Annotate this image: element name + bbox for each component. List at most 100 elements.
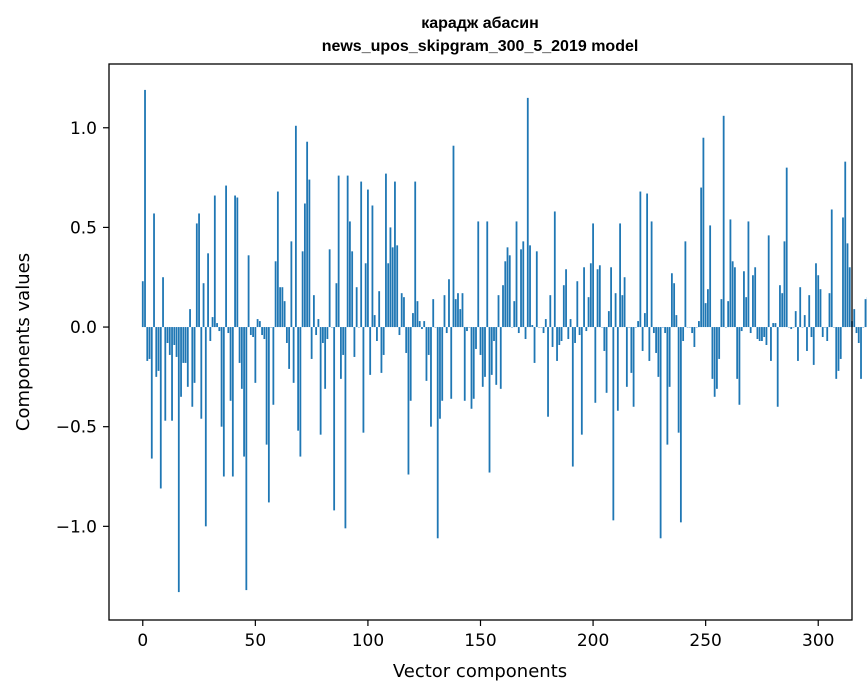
bar-74 xyxy=(308,179,311,328)
bar-214 xyxy=(623,277,626,328)
bar-274 xyxy=(758,327,761,341)
bar-267 xyxy=(743,271,745,328)
bar-276 xyxy=(763,327,766,338)
bar-5 xyxy=(153,213,155,328)
bar-211 xyxy=(616,327,619,411)
bar-205 xyxy=(603,327,606,351)
bar-188 xyxy=(565,269,567,328)
bar-49 xyxy=(252,327,254,338)
bar-213 xyxy=(621,295,624,328)
bar-8 xyxy=(159,327,162,489)
bar-63 xyxy=(283,301,286,328)
bar-166 xyxy=(515,221,518,328)
bar-120 xyxy=(412,313,414,328)
bar-232 xyxy=(664,327,667,334)
bar-233 xyxy=(666,327,669,445)
bar-67 xyxy=(292,327,295,383)
bar-102 xyxy=(371,205,374,328)
bar-180 xyxy=(547,327,549,417)
bar-117 xyxy=(405,327,408,353)
bar-61 xyxy=(279,287,282,328)
bar-254 xyxy=(713,327,716,397)
bar-38 xyxy=(227,327,230,334)
bar-203 xyxy=(598,265,601,328)
bar-194 xyxy=(578,327,581,336)
bar-160 xyxy=(502,285,504,328)
bar-159 xyxy=(499,327,502,389)
bar-12 xyxy=(168,327,171,355)
bar-302 xyxy=(821,327,824,338)
x-tick-label: 100 xyxy=(352,631,384,651)
bar-111 xyxy=(391,247,394,328)
bar-48 xyxy=(249,327,252,336)
bar-308 xyxy=(835,327,838,379)
bar-65 xyxy=(288,327,291,369)
bar-170 xyxy=(524,327,527,340)
bar-64 xyxy=(285,327,288,343)
bar-88 xyxy=(340,327,342,379)
bar-109 xyxy=(387,263,390,328)
bar-37 xyxy=(225,185,227,328)
bar-60 xyxy=(276,191,279,328)
bar-59 xyxy=(274,261,277,328)
bar-43 xyxy=(238,327,241,363)
bar-71 xyxy=(301,251,304,328)
bar-157 xyxy=(495,327,498,385)
bar-53 xyxy=(261,327,263,336)
bar-220 xyxy=(637,321,640,328)
bar-46 xyxy=(245,327,248,591)
bar-271 xyxy=(752,275,754,328)
bar-217 xyxy=(630,327,633,373)
bar-291 xyxy=(797,327,799,361)
bar-106 xyxy=(380,327,383,373)
bar-199 xyxy=(589,263,592,328)
bar-281 xyxy=(774,323,777,328)
bar-124 xyxy=(421,327,423,330)
bar-187 xyxy=(562,285,565,328)
bar-136 xyxy=(448,279,450,328)
bar-257 xyxy=(720,299,723,328)
bar-126 xyxy=(425,327,428,381)
bar-144 xyxy=(466,327,468,332)
bar-182 xyxy=(551,327,554,347)
bar-193 xyxy=(576,281,579,328)
bar-304 xyxy=(826,327,829,341)
bar-44 xyxy=(240,327,243,389)
bar-87 xyxy=(337,175,340,328)
bar-183 xyxy=(553,211,556,328)
bar-2 xyxy=(146,327,149,361)
bar-218 xyxy=(632,327,635,407)
bar-138 xyxy=(452,145,455,328)
x-axis-ticks: 0 50 100 150 200 250 300 xyxy=(137,620,834,651)
bar-189 xyxy=(567,327,570,340)
bar-33 xyxy=(216,323,218,328)
bar-181 xyxy=(549,295,552,328)
bar-179 xyxy=(544,319,547,328)
bar-39 xyxy=(229,327,232,401)
bar-280 xyxy=(772,323,775,328)
bar-148 xyxy=(475,327,477,349)
bar-123 xyxy=(418,321,421,328)
bar-207 xyxy=(607,311,610,328)
bar-279 xyxy=(770,327,772,361)
bar-234 xyxy=(668,327,671,387)
bar-200 xyxy=(592,223,594,328)
bar-252 xyxy=(709,225,712,328)
bar-4 xyxy=(150,327,153,459)
bar-127 xyxy=(427,327,430,355)
bar-215 xyxy=(625,327,628,387)
bar-270 xyxy=(749,327,752,334)
bar-317 xyxy=(855,327,858,334)
x-tick-label: 250 xyxy=(689,631,721,651)
bar-93 xyxy=(351,251,354,328)
bar-99 xyxy=(364,263,367,328)
bar-78 xyxy=(317,319,320,328)
bar-3 xyxy=(148,327,151,359)
bar-286 xyxy=(785,167,788,328)
bar-36 xyxy=(222,327,225,477)
bar-151 xyxy=(481,327,484,387)
bar-230 xyxy=(659,327,662,539)
bar-269 xyxy=(747,221,750,328)
x-tick-label: 0 xyxy=(137,631,148,651)
